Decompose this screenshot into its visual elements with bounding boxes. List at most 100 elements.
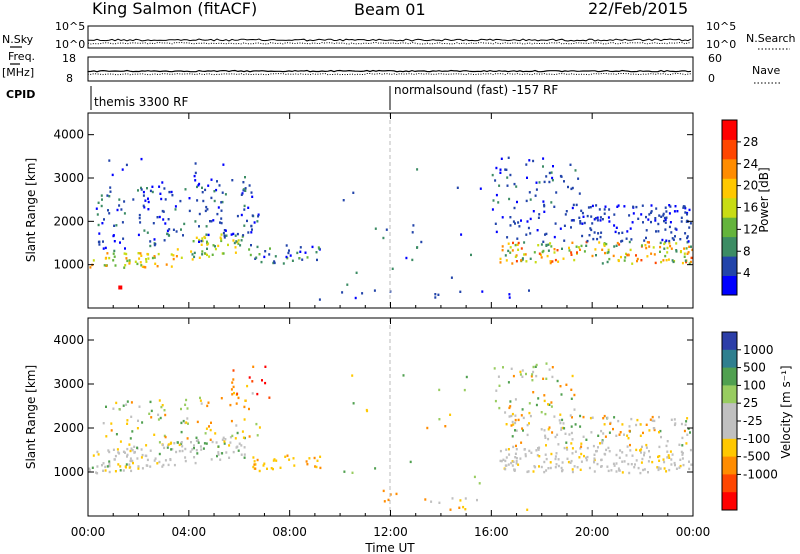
scatter-cell: [198, 240, 200, 243]
scatter-cell: [551, 366, 554, 369]
scatter-cell: [244, 187, 247, 190]
scatter-cell: [563, 239, 566, 242]
scatter-cell: [590, 228, 593, 232]
scatter-cell: [619, 431, 622, 434]
scatter-cell: [521, 375, 524, 378]
scatter-cell: [500, 157, 503, 160]
scatter-cell: [591, 254, 594, 258]
scatter-cell: [553, 248, 556, 251]
scatter-cell: [615, 462, 618, 465]
scatter-cell: [674, 205, 677, 208]
freq-traces: [87, 69, 692, 76]
scatter-cell: [528, 402, 531, 405]
scatter-cell: [494, 222, 497, 225]
scatter-cell: [230, 388, 233, 391]
scatter-cell: [119, 465, 122, 468]
scatter-cell: [522, 429, 524, 432]
velocity-colorbar-tick-label: 100: [743, 378, 766, 392]
scatter-cell: [602, 432, 605, 435]
velocity-colorbar-segment: [722, 474, 737, 493]
scatter-cell: [688, 467, 691, 471]
scatter-cell: [164, 413, 167, 417]
scatter-cell: [535, 363, 538, 367]
scatter-cell: [561, 461, 564, 464]
scatter-cell: [242, 436, 245, 439]
scatter-cell: [223, 234, 226, 237]
scatter-cell: [92, 259, 95, 262]
scatter-cell: [220, 209, 223, 212]
scatter-cell: [659, 245, 662, 249]
scatter-cell: [689, 222, 692, 225]
scatter-cell: [122, 404, 125, 407]
scatter-cell: [586, 239, 589, 243]
scatter-cell: [225, 451, 228, 454]
scatter-cell: [210, 421, 212, 424]
scatter-cell: [681, 457, 684, 460]
scatter-cell: [536, 229, 539, 232]
scatter-cell: [114, 454, 117, 458]
scatter-cell: [634, 463, 636, 466]
scatter-cell: [620, 255, 622, 259]
scatter-cell: [497, 201, 500, 204]
scatter-cell: [535, 449, 538, 452]
scatter-cell: [197, 439, 200, 442]
scatter-cell: [514, 418, 517, 422]
scatter-cell: [459, 290, 462, 293]
scatter-cell: [577, 177, 580, 180]
scatter-cell: [374, 227, 377, 230]
scatter-cell: [515, 444, 517, 448]
scatter-cell: [211, 253, 214, 256]
scatter-cell: [507, 242, 510, 245]
scatter-cell: [298, 257, 301, 260]
scatter-cell: [158, 185, 161, 188]
scatter-cell: [241, 192, 244, 195]
scatter-cell: [463, 388, 466, 392]
scatter-cell: [668, 456, 671, 459]
scatter-cell: [657, 468, 660, 472]
cpid-first: themis 3300 RF: [94, 95, 188, 109]
scatter-cell: [560, 466, 563, 470]
scatter-cell: [355, 271, 358, 274]
scatter-cell: [626, 434, 629, 437]
scatter-cell: [627, 437, 630, 440]
scatter-cell: [109, 186, 112, 189]
scatter-cell: [241, 235, 244, 238]
y-tick-label: 4000: [53, 333, 84, 347]
scatter-cell: [658, 214, 661, 217]
velocity-colorbar-segment: [722, 385, 737, 404]
scatter-cell: [92, 454, 95, 457]
scatter-cell: [141, 467, 144, 470]
scatter-cell: [201, 237, 204, 240]
power-colorbar-segment: [722, 236, 737, 257]
scatter-cell: [517, 418, 520, 422]
scatter-cell: [101, 464, 103, 467]
scatter-cell: [531, 379, 534, 382]
scatter-cell: [639, 471, 642, 475]
scatter-cell: [541, 250, 544, 254]
scatter-cell: [98, 232, 101, 235]
y-tick-label: 3000: [53, 171, 84, 185]
scatter-cell: [554, 222, 557, 225]
scatter-cell: [607, 469, 610, 473]
scatter-cell: [571, 186, 574, 190]
scatter-cell: [534, 261, 537, 264]
scatter-cell: [515, 460, 518, 463]
scatter-cell: [651, 460, 654, 464]
scatter-cell: [123, 266, 126, 269]
power-colorbar-segment: [722, 197, 737, 218]
scatter-cell: [194, 162, 197, 165]
scatter-cell: [243, 456, 246, 459]
scatter-cell: [509, 400, 512, 403]
scatter-cell: [554, 435, 557, 439]
scatter-cell: [589, 206, 592, 209]
scatter-cell: [649, 211, 652, 214]
scatter-cell: [465, 375, 468, 379]
scatter-cell: [101, 198, 103, 201]
scatter-cell: [167, 234, 170, 237]
scatter-cell: [216, 180, 218, 183]
scatter-cell: [640, 448, 643, 451]
scatter-cell: [216, 212, 219, 216]
scatter-cell: [512, 241, 514, 245]
scatter-cell: [559, 413, 562, 416]
scatter-cell: [563, 427, 566, 430]
